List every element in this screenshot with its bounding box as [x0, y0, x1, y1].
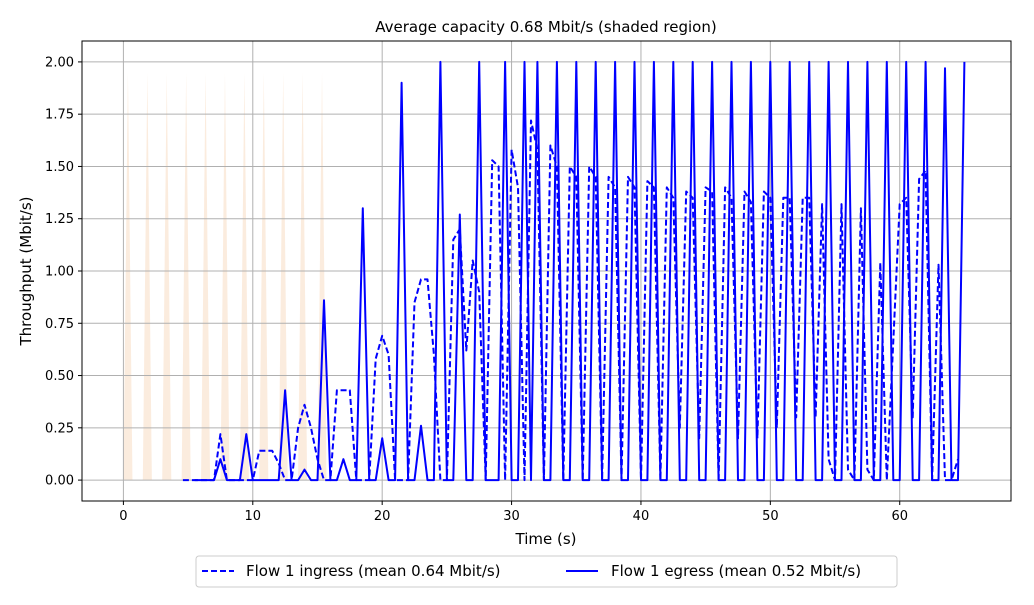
series-ingress-line: [182, 119, 959, 482]
capacity-spike: [298, 72, 308, 481]
x-tick-label: 50: [762, 509, 779, 524]
capacity-spike: [123, 72, 133, 481]
legend-label-ingress: Flow 1 ingress (mean 0.64 Mbit/s): [246, 562, 501, 580]
y-tick-label: 0.50: [45, 369, 74, 384]
x-tick-label: 0: [119, 509, 127, 524]
y-tick-label: 1.50: [45, 160, 74, 175]
capacity-spike: [201, 72, 211, 481]
grid: [82, 41, 1011, 501]
chart-title: Average capacity 0.68 Mbit/s (shaded reg…: [375, 18, 716, 36]
axis-ticks: 0 10 20 30 40 50 60 0.00 0.25 0.50 0.75 1.00 1.25 1.5…: [45, 55, 908, 524]
y-tick-label: 1.75: [45, 108, 74, 123]
capacity-spike: [317, 72, 327, 481]
capacity-spike: [239, 72, 249, 481]
capacity-spike: [181, 72, 191, 481]
y-tick-label: 1.25: [45, 212, 74, 227]
y-tick-label: 0.75: [45, 317, 74, 332]
series-egress-line: [194, 60, 966, 482]
capacity-spike: [162, 72, 172, 481]
x-tick-label: 40: [633, 509, 650, 524]
x-tick-label: 20: [374, 509, 391, 524]
y-tick-label: 1.00: [45, 265, 74, 280]
y-tick-label: 2.00: [45, 55, 74, 70]
x-tick-label: 30: [503, 509, 520, 524]
legend: Flow 1 ingress (mean 0.64 Mbit/s) Flow 1…: [195, 555, 898, 588]
capacity-spike: [278, 72, 288, 481]
y-tick-label: 0.25: [45, 421, 74, 436]
capacity-shaded-region: [123, 72, 327, 481]
series-layer: [182, 60, 966, 482]
y-tick-label: 0.00: [45, 474, 74, 489]
legend-label-egress: Flow 1 egress (mean 0.52 Mbit/s): [611, 562, 861, 580]
capacity-spike: [142, 72, 152, 481]
legend-box: [195, 555, 898, 588]
x-tick-label: 60: [891, 509, 908, 524]
x-tick-label: 10: [245, 509, 262, 524]
capacity-spike: [220, 72, 230, 481]
x-axis-title: Time (s): [515, 530, 577, 548]
capacity-spike: [259, 72, 269, 481]
y-axis-title: Throughput (Mbit/s): [17, 197, 35, 347]
